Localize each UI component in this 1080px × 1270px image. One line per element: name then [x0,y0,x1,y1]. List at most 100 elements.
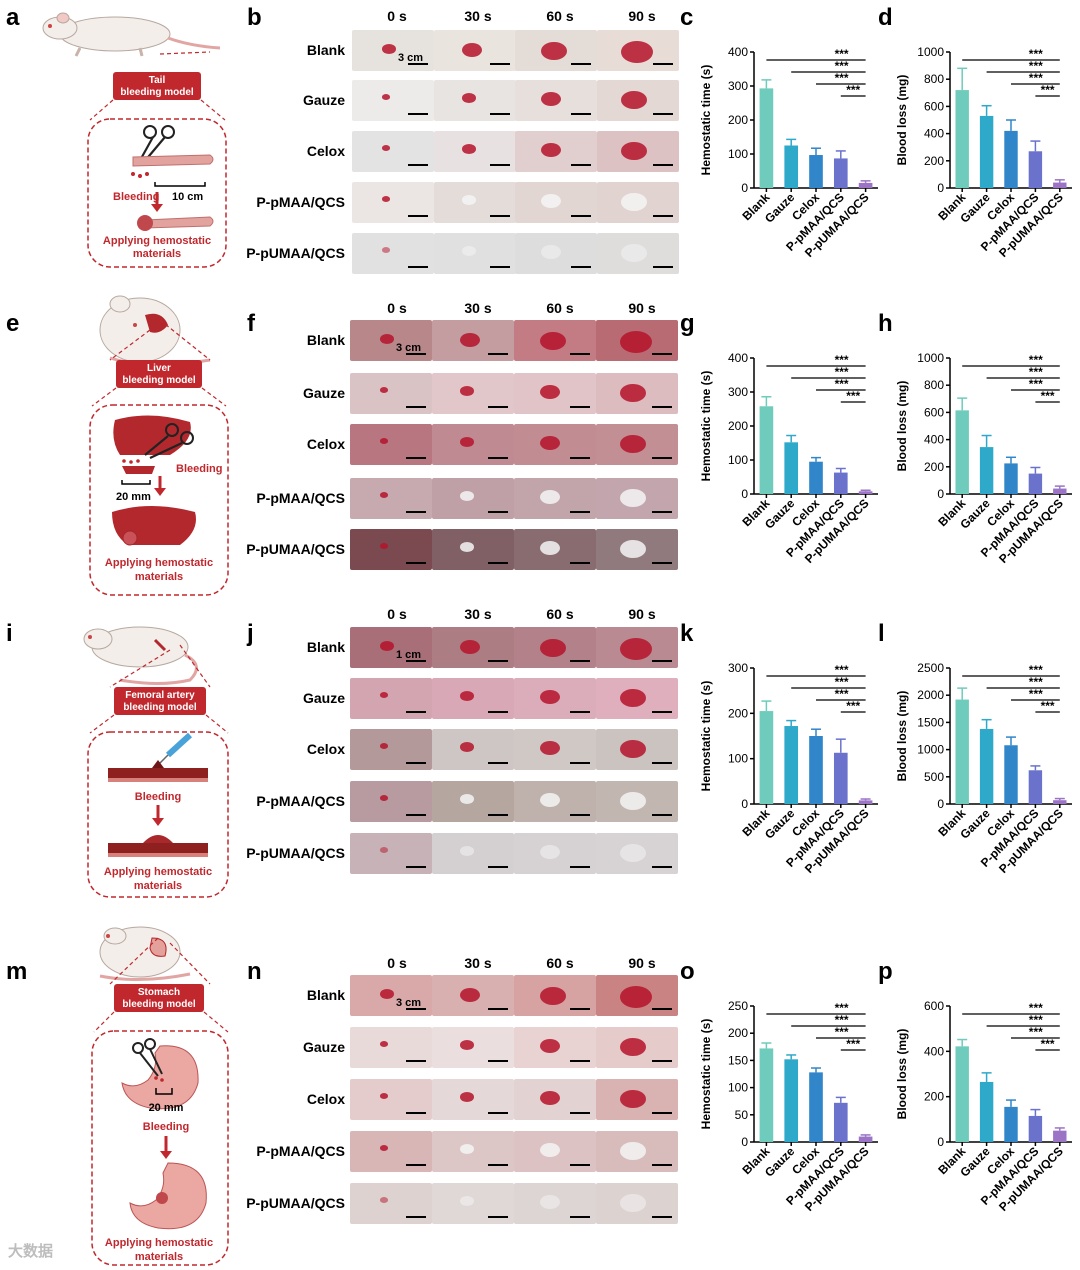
y-tick-label: 800 [924,72,944,86]
scissors-icon [132,1038,163,1077]
significance-marker: *** [1029,1025,1043,1039]
y-tick-label: 800 [924,378,944,392]
bar [1028,1115,1043,1142]
rat-front-view-icon [99,926,191,982]
photo-f-r0-c1 [432,320,514,361]
rat-top-view-icon [99,295,211,367]
photo-b-r1-c2 [515,80,597,121]
bar [955,699,969,804]
blood-spot [382,145,390,151]
chart-stomach-hemostatic-time: Hemostatic time (s)050100150200250BlankG… [699,999,878,1214]
photo-f-r1-c3 [596,373,678,414]
blood-spot [620,1194,646,1213]
blood-spot [620,844,646,863]
chart-femoral-blood-loss: Blood loss (mg)05001000150020002500Blank… [895,661,1072,876]
row-label-3: P-pMAA/QCS [256,1143,345,1159]
photo-b-r4-c3 [597,233,679,274]
row-label-1: Gauze [302,690,345,706]
photo-n-r3-c1 [432,1131,514,1172]
scale-bar [406,1060,426,1062]
scissors-icon [144,423,194,459]
chart-liver-hemostatic-time: Hemostatic time (s)0100200300400BlankGau… [699,351,878,566]
scale-bar [490,164,510,166]
tail-measure-label: 10 cm [172,191,203,203]
scale-bar [488,1008,508,1010]
photo-j-r3-c0 [350,781,432,822]
blood-spot [460,386,474,396]
blood-spot [380,847,388,853]
liver-model-title-2: bleeding model [122,375,196,386]
y-tick-label: 300 [728,79,748,93]
femoral-bleeding-label: Bleeding [135,791,181,803]
photo-f-r0-c0 [350,320,432,361]
scale-bar [488,660,508,662]
panel-letter-j: j [247,620,254,647]
bar [979,447,994,494]
scale-text: 3 cm [396,342,422,354]
blood-spot [380,743,388,749]
bar [1053,1130,1067,1142]
chart-liver-blood-loss: Blood loss (mg)02004006008001000BlankGau… [895,351,1072,566]
blood-spot [380,1093,388,1099]
femoral-apply-label-2: materials [134,880,182,892]
bar [979,728,994,804]
scale-bar [406,1164,426,1166]
blood-spot [541,245,561,259]
stomach-apply-label-2: materials [135,1251,183,1263]
photo-n-r2-c0 [350,1079,432,1120]
blood-spot [460,846,474,856]
significance-marker: *** [1041,699,1055,713]
photo-n-r1-c0 [350,1027,432,1068]
bar [979,1081,994,1142]
scale-bar [488,511,508,513]
photo-n-r2-c1 [432,1079,514,1120]
blood-spot [540,690,560,704]
significance-marker: *** [835,47,849,61]
panel-letter-h: h [878,310,893,337]
photo-f-r1-c0 [350,373,432,414]
liver-apply-label-1: Applying hemostatic [105,557,213,569]
significance-marker: *** [1029,71,1043,85]
liver-apply-label-2: materials [135,571,183,583]
scale-bar [571,164,591,166]
photo-b-r3-c0 [352,182,434,223]
photo-j-r4-c2 [514,833,596,874]
tail-apply-label-1: Applying hemostatic [103,235,211,247]
scale-bar [570,562,590,564]
significance-marker: *** [1029,1013,1043,1027]
y-tick-label: 600 [924,405,944,419]
photo-b-r2-c1 [434,131,516,172]
tail-model-title-1: Tail [149,75,166,86]
blood-spot [620,331,652,354]
y-tick-label: 600 [924,999,944,1013]
scale-bar [652,762,672,764]
blood-spot [540,332,566,351]
stomach-model-title-1: Stomach [138,987,180,998]
y-tick-label: 400 [728,351,748,365]
scale-bar [490,215,510,217]
y-axis-label: Hemostatic time (s) [699,681,713,792]
scale-bar [652,406,672,408]
blood-spot [460,1092,474,1102]
photo-b-r1-c3 [597,80,679,121]
significance-marker: *** [846,1037,860,1051]
y-tick-label: 50 [735,1108,749,1122]
stomach-measure-label: 20 mm [149,1102,184,1114]
blood-spot [460,794,474,804]
bar [759,88,774,188]
photo-f-r1-c1 [432,373,514,414]
blood-spot [380,1145,388,1151]
y-tick-label: 0 [937,797,944,811]
scale-bar [570,762,590,764]
blood-spot [620,384,646,403]
blood-spot [620,1090,646,1109]
scale-bar [571,63,591,65]
significance-marker: *** [835,71,849,85]
blood-spot [462,43,482,57]
blood-spot [621,244,647,263]
panel-letter-l: l [878,620,885,647]
significance-marker: *** [1029,663,1043,677]
blood-spot [382,196,390,202]
bar [833,752,848,804]
photo-f-r2-c3 [596,424,678,465]
